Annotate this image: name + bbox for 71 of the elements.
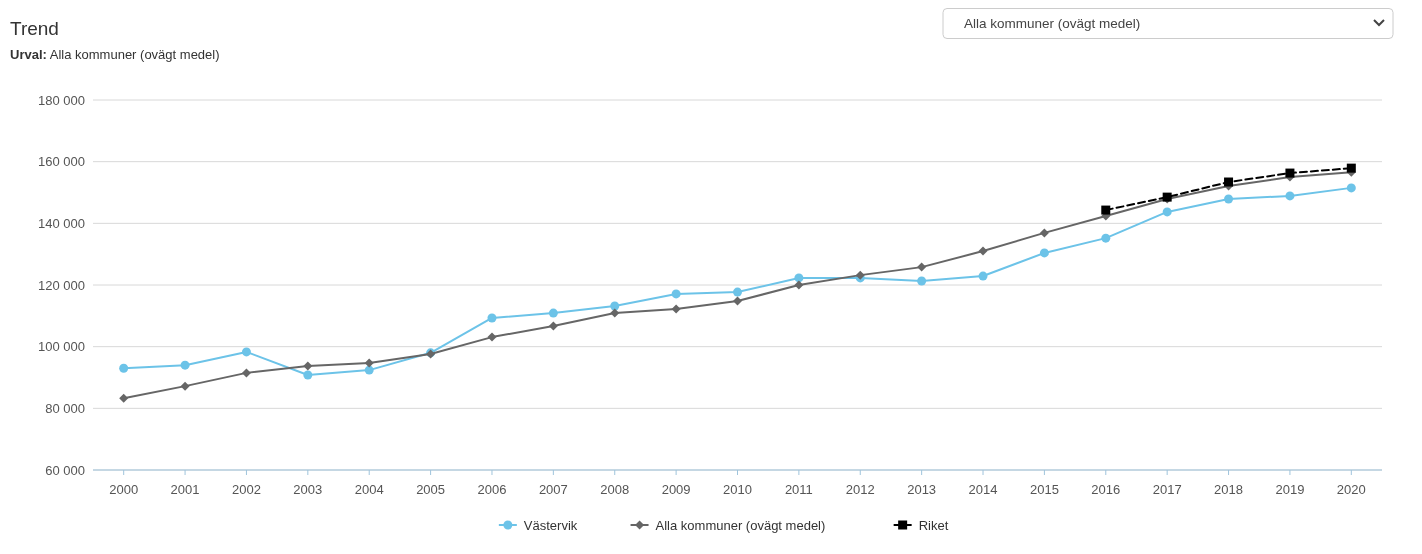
- legend-label: Alla kommuner (ovägt medel): [655, 517, 826, 533]
- point: [917, 276, 927, 286]
- point: [241, 347, 251, 357]
- x-tick-label: 2006: [477, 482, 507, 497]
- point: [1346, 163, 1356, 173]
- x-tick-label: 2011: [784, 482, 813, 497]
- x-tick-label: 2010: [723, 482, 752, 497]
- point: [794, 280, 804, 290]
- x-tick-label: 2009: [661, 482, 691, 497]
- x-tick-label: 2013: [907, 482, 937, 497]
- x-tick-label: 2007: [538, 482, 568, 497]
- point: [241, 368, 251, 378]
- point: [917, 262, 927, 272]
- point: [1224, 194, 1234, 204]
- legend-label: Västervik: [523, 517, 578, 533]
- point: [794, 273, 804, 283]
- point: [1224, 177, 1234, 187]
- point: [610, 301, 620, 311]
- point: [548, 321, 558, 331]
- x-tick-label: 2018: [1214, 482, 1244, 497]
- point: [671, 289, 681, 299]
- point: [1346, 183, 1356, 193]
- point: [1285, 191, 1295, 201]
- point: [610, 308, 620, 318]
- point: [733, 287, 742, 297]
- x-tick-label: 2016: [1091, 482, 1121, 497]
- y-tick-label: 100 000: [38, 339, 85, 355]
- point: [1039, 248, 1049, 258]
- point: [303, 361, 313, 371]
- point: [978, 271, 988, 281]
- x-tick-label: 2015: [1029, 482, 1059, 497]
- x-tick-label: 2001: [170, 482, 200, 497]
- x-tick-label: 2004: [354, 482, 384, 497]
- x-tick-label: 2008: [600, 482, 630, 497]
- point: [733, 296, 742, 306]
- point: [1101, 233, 1111, 243]
- x-tick-label: 2000: [109, 482, 139, 497]
- y-tick-label: 120 000: [38, 277, 85, 293]
- legend-label: Riket: [918, 517, 949, 533]
- x-tick-label: 2005: [416, 482, 446, 497]
- point: [364, 358, 374, 368]
- point: [119, 393, 129, 403]
- point: [487, 332, 497, 342]
- x-tick-label: 2003: [293, 482, 323, 497]
- y-tick-label: 80 000: [45, 400, 85, 416]
- x-tick-label: 2017: [1152, 482, 1182, 497]
- point: [548, 308, 558, 318]
- y-tick-label: 60 000: [45, 462, 85, 478]
- y-tick-label: 180 000: [38, 92, 85, 108]
- point: [487, 313, 497, 323]
- point: [1285, 168, 1295, 178]
- point: [671, 304, 681, 314]
- point: [180, 381, 190, 391]
- point: [1162, 207, 1172, 217]
- x-tick-label: 2020: [1336, 482, 1366, 497]
- y-tick-label: 160 000: [38, 154, 85, 170]
- y-tick-label: 140 000: [38, 215, 85, 231]
- x-tick-label: 2012: [845, 482, 875, 497]
- x-tick-label: 2014: [968, 482, 998, 497]
- point: [1101, 205, 1111, 215]
- text: Alla kommuner (ovägt medel): [964, 16, 1141, 31]
- point: [119, 363, 129, 373]
- point: [364, 365, 374, 375]
- chart-title: Trend: [10, 18, 59, 39]
- chart-subtitle: Urval: Alla kommuner (ovägt medel): [10, 47, 220, 62]
- point: [1039, 228, 1049, 238]
- point: [180, 360, 190, 370]
- point: [303, 370, 313, 380]
- x-tick-label: 2019: [1275, 482, 1305, 497]
- point: [978, 246, 988, 256]
- x-tick-label: 2002: [231, 482, 261, 497]
